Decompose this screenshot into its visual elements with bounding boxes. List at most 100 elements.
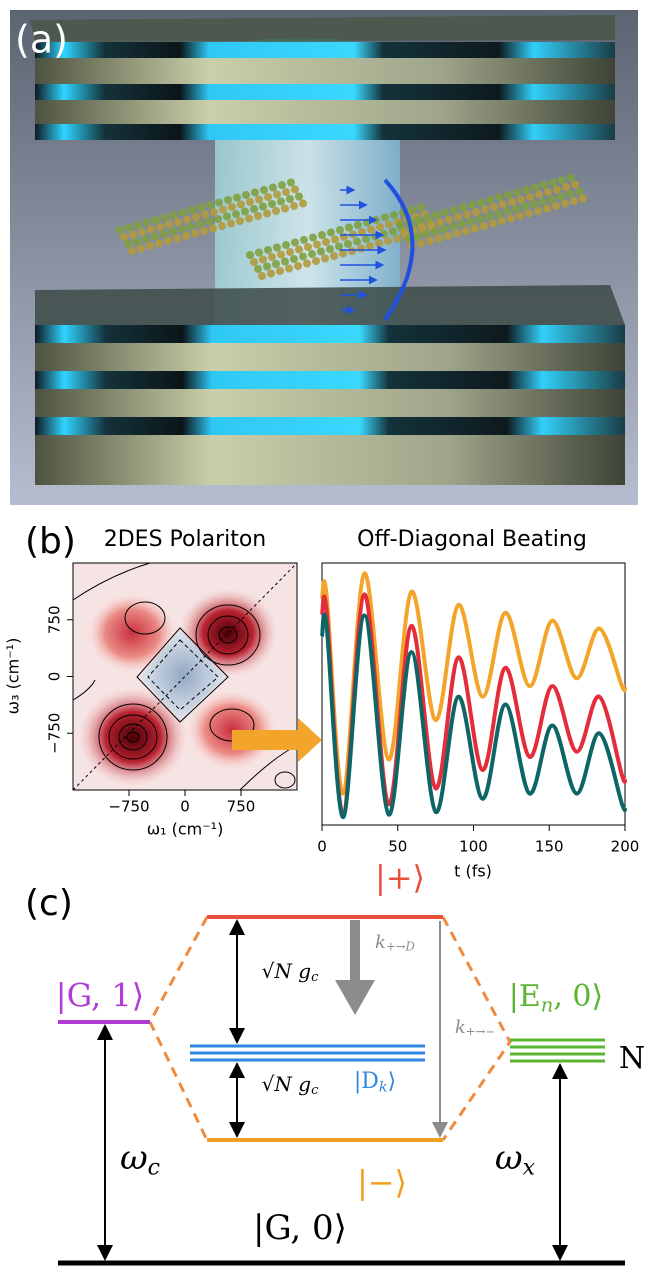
level-label: k+→D	[375, 932, 416, 954]
molecule	[161, 214, 169, 222]
molecule	[535, 191, 543, 199]
molecule	[467, 218, 475, 226]
molecule	[348, 247, 356, 255]
label-sub: +→D	[386, 940, 416, 954]
molecule	[255, 196, 263, 204]
molecule	[526, 193, 534, 201]
molecule	[276, 267, 284, 275]
x-axis-label: ω₁ (cm⁻¹)	[147, 820, 224, 839]
molecule	[317, 248, 325, 256]
molecule	[494, 210, 502, 218]
molecule	[513, 189, 521, 197]
label-after: , 0⟩	[553, 979, 603, 1014]
molecule	[223, 213, 231, 221]
x-tick-label: 150	[535, 838, 564, 856]
molecule	[196, 220, 204, 228]
molecule	[384, 237, 392, 245]
contour-plot: −7500750−7500750 2DES Polariton ω₁ (cm⁻¹…	[4, 527, 298, 839]
level-label: |+⟩	[375, 859, 425, 897]
label-sub: c	[311, 1083, 319, 1098]
molecule	[250, 258, 258, 266]
energy-diagram: |+⟩|G, 1⟩|En, 0⟩N√N gc√N gck+→Dk+→−|Dk⟩ω…	[56, 859, 645, 1264]
level-label: N	[619, 1041, 645, 1076]
molecule	[224, 196, 232, 204]
molecule	[313, 241, 321, 249]
molecule	[567, 174, 575, 182]
molecule	[436, 218, 444, 226]
molecule	[571, 181, 579, 189]
molecule	[422, 230, 430, 238]
molecule	[380, 230, 388, 238]
molecule	[309, 234, 317, 242]
level-label: |G, 0⟩	[253, 1208, 347, 1248]
layer	[35, 58, 615, 84]
molecule	[308, 250, 316, 258]
molecule	[133, 238, 141, 246]
x-tick-label: −750	[108, 798, 149, 816]
molecule	[267, 270, 275, 278]
label-sub: c	[148, 1155, 160, 1181]
molecule	[495, 194, 503, 202]
series	[322, 573, 625, 817]
ticks: 050100150200	[317, 825, 639, 856]
molecule	[255, 249, 263, 257]
layer	[35, 325, 625, 343]
molecule	[188, 206, 196, 214]
molecule	[548, 195, 556, 203]
molecule	[197, 204, 205, 212]
molecule	[552, 202, 560, 210]
molecule	[353, 238, 361, 246]
label-sub: n	[541, 993, 554, 1016]
level-label: k+→−	[455, 1017, 495, 1039]
molecule	[417, 240, 425, 248]
label-base: √N g	[262, 1072, 311, 1096]
molecule	[336, 226, 344, 234]
level-label: |Dk⟩	[354, 1069, 396, 1096]
molecule	[543, 205, 551, 213]
page: {"panels":{"a":"(a)","b":"(b)","c":"(c)"…	[0, 0, 648, 1267]
molecule	[525, 210, 533, 218]
molecule	[258, 272, 266, 280]
molecule	[205, 218, 213, 226]
molecule	[561, 200, 569, 208]
layer	[35, 100, 615, 124]
molecule	[254, 265, 262, 273]
molecule	[449, 223, 457, 231]
panel-label: (b)	[25, 521, 76, 562]
molecule	[481, 206, 489, 214]
molecule	[508, 198, 516, 206]
molecule	[137, 245, 145, 253]
molecule	[268, 253, 276, 261]
molecule	[160, 230, 168, 238]
molecule	[423, 214, 431, 222]
molecule	[124, 240, 132, 248]
molecule	[129, 231, 137, 239]
molecule	[432, 211, 440, 219]
molecule	[435, 235, 443, 243]
molecule	[291, 186, 299, 194]
molecule	[142, 235, 150, 243]
molecule	[477, 199, 485, 207]
beating-plot: Off-Diagonal Beating 050100150200 t (fs)	[317, 527, 639, 881]
molecule	[303, 260, 311, 268]
molecule	[151, 233, 159, 241]
label-base: √N g	[262, 959, 311, 983]
molecule	[322, 238, 330, 246]
molecule	[468, 201, 476, 209]
x-tick-label: 750	[227, 798, 256, 816]
panel-label: (c)	[25, 883, 73, 924]
label-base: k	[375, 932, 386, 953]
molecule	[281, 258, 289, 266]
label-sub: c	[311, 970, 319, 985]
molecule	[282, 241, 290, 249]
molecule	[290, 202, 298, 210]
molecule	[539, 198, 547, 206]
x-tick-label: 100	[459, 838, 488, 856]
label-base: ω	[495, 1138, 523, 1178]
molecule	[357, 245, 365, 253]
molecule	[486, 196, 494, 204]
molecule	[454, 213, 462, 221]
molecule	[445, 216, 453, 224]
molecule	[120, 233, 128, 241]
panel-label: (a)	[15, 18, 68, 62]
